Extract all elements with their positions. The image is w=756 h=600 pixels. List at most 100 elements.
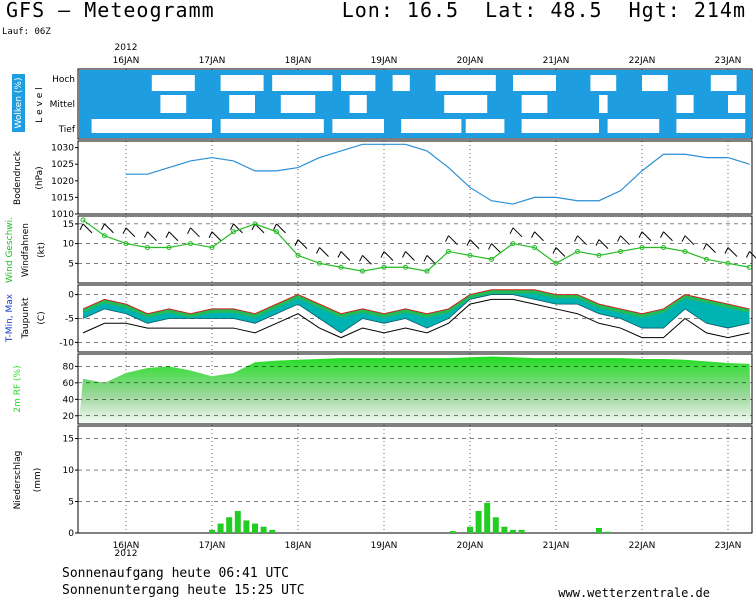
wind-barb-flag (552, 247, 557, 254)
wind-barb-flag (101, 223, 105, 231)
temp-min-line (82, 294, 750, 334)
wind-barb (297, 239, 308, 250)
wind-barb-flag (466, 239, 471, 246)
cloud-block-hoch (341, 75, 376, 91)
cloud-block-tief (676, 119, 746, 133)
wind-barb (555, 247, 566, 257)
cloud-block-mittel (280, 95, 316, 113)
y-tick-label: 5 (68, 259, 74, 269)
precip-bar (492, 517, 499, 533)
wind-speed-point (145, 245, 150, 251)
source-link[interactable]: www.wetterzentrale.de (558, 586, 710, 600)
wind-speed-point (209, 245, 215, 251)
wind-barb (577, 235, 587, 246)
cloud-block-mittel (599, 95, 608, 113)
humidity-ylabel: 2m RF (%) (13, 365, 23, 412)
cloud-block-tief (521, 119, 599, 133)
precip-bar (501, 526, 508, 533)
temp-ylabel: T-Min, Max (5, 293, 15, 343)
wind-speed-point (381, 264, 387, 270)
wind-barb (147, 231, 157, 242)
wind-barb (125, 227, 136, 238)
cloud-block-hoch (220, 75, 264, 91)
wind-barb (233, 223, 243, 234)
wind-speed-point (704, 256, 709, 262)
y-tick-label: 40 (63, 395, 75, 405)
model-run: Lauf: 06Z (2, 27, 51, 37)
wind-speed-point (639, 245, 645, 251)
cloud-block-mittel (229, 95, 255, 113)
y-tick-label: 80 (63, 362, 75, 372)
wind-barb-flag (660, 231, 664, 238)
wind-speed-point (123, 241, 129, 247)
x-year-top: 2012 (115, 43, 138, 53)
panel-frame-humidity (77, 353, 753, 425)
wind-barb (383, 251, 394, 261)
pressure-ylabel: Bodendruck (13, 150, 23, 205)
wind-barb-flag (724, 247, 729, 254)
wind-speed-point (166, 245, 172, 251)
wind-speed-point (424, 268, 430, 274)
location-info: Lon: 16.5 Lat: 48.5 Hgt: 214m (341, 0, 746, 22)
precip-bar (596, 527, 602, 533)
wind-speed-point (102, 233, 107, 239)
cloud-ylabel: Wolken (%) (14, 78, 24, 129)
wind-barb-flag (531, 231, 535, 238)
x-tick-top: 17JAN (199, 56, 226, 66)
cloud-block-mittel (349, 95, 367, 113)
y-tick-label: 0 (68, 529, 74, 539)
y-tick-label: 10 (63, 240, 75, 250)
wind-barb (211, 231, 222, 242)
wind-barb (641, 231, 652, 242)
precip-bar (260, 526, 267, 533)
cloud-block-mittel (444, 95, 488, 113)
wind-barb (598, 239, 609, 250)
wind-barb (512, 227, 523, 238)
wind-barb-flag (703, 243, 707, 250)
precip-bar (209, 529, 215, 533)
panel-frame-clouds (77, 68, 753, 140)
wind-barb (706, 243, 716, 253)
y-tick-label: 1015 (51, 193, 74, 203)
pressure-line (126, 143, 750, 205)
wind-barb-flag (251, 223, 256, 231)
wind-speed-point (532, 245, 537, 251)
wind-speed-point (252, 221, 258, 227)
wind-barb (727, 247, 738, 257)
precip-bar (269, 529, 276, 533)
wind-barb (491, 243, 501, 253)
cloud-block-mittel (728, 95, 746, 113)
wind-speed-point (467, 252, 473, 258)
x-tick-bottom: 23JAN (715, 541, 742, 551)
wind-speed-point (489, 256, 494, 262)
x-tick-bottom: 16JAN (113, 541, 140, 551)
wind-speed-point (725, 260, 731, 266)
cloud-block-tief (465, 119, 505, 133)
precip-bar (243, 520, 250, 533)
temp-max-fill (83, 289, 750, 318)
panel-frame-pressure (77, 140, 753, 215)
wind-speed-point (575, 248, 580, 254)
wind-barb-flag (316, 247, 320, 254)
wind-speed-point (338, 264, 344, 270)
wind-barb-flag (294, 239, 299, 246)
pressure-ylabel-unit: (hPa) (35, 166, 45, 189)
wind-barb-flag (488, 243, 492, 250)
x-tick-top: 19JAN (371, 56, 398, 66)
wind-barb-flag (402, 251, 406, 258)
cloud-block-tief (401, 119, 462, 133)
temp-ylabel-unit: (C) (37, 311, 47, 324)
cloud-block-hoch (392, 75, 410, 91)
x-tick-bottom: 21JAN (543, 541, 570, 551)
wind-barb (340, 251, 351, 261)
wind-barb (426, 255, 437, 265)
precip-bar (484, 502, 491, 533)
wind-barb (190, 227, 200, 238)
wind-barb-flag (144, 231, 148, 238)
precip-bar (252, 523, 258, 533)
x-tick-bottom: 17JAN (199, 541, 226, 551)
wind-barb-flag (380, 251, 385, 258)
wind-barb-flag (208, 231, 213, 238)
temp-ylabel-2: Taupunkt (21, 297, 31, 340)
y-tick-label: 5 (68, 498, 74, 508)
